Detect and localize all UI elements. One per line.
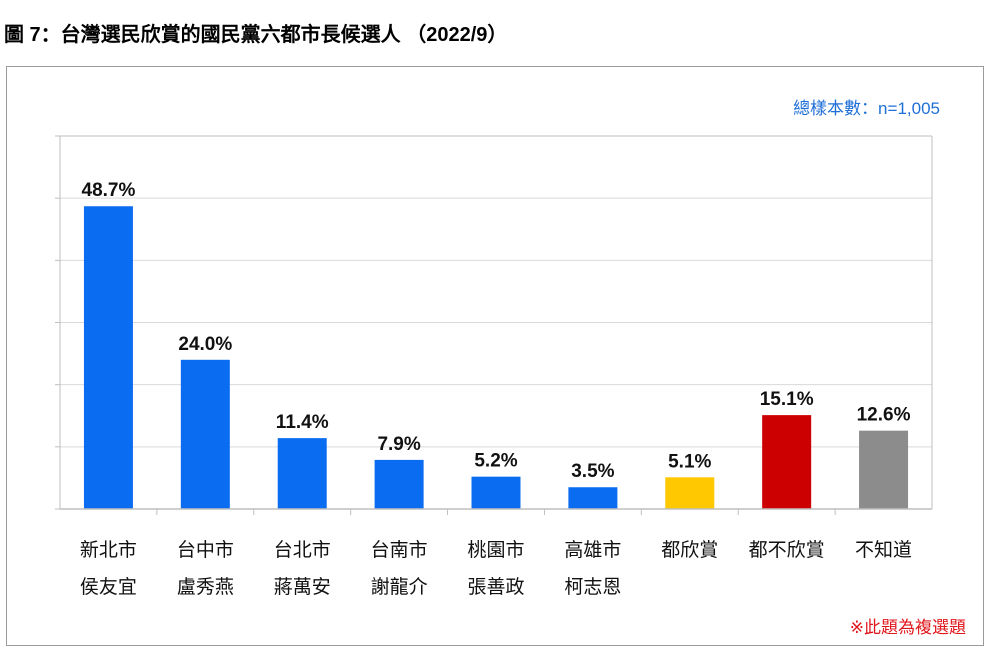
category-label-2-line-2: 盧秀燕 bbox=[177, 576, 234, 598]
sample-size-note: 總樣本數：n=1,005 bbox=[793, 99, 940, 118]
category-label-1-line-1: 新北市 bbox=[80, 539, 137, 561]
category-label-7-line-1: 都欣賞 bbox=[661, 539, 718, 561]
bar-9 bbox=[859, 430, 909, 509]
chart-frame bbox=[6, 66, 984, 646]
category-label-5-line-2: 張善政 bbox=[467, 576, 524, 598]
data-label-2: 24.0% bbox=[178, 334, 232, 355]
data-label-6: 3.5% bbox=[571, 461, 614, 482]
category-label-3-line-2: 蔣萬安 bbox=[274, 576, 331, 598]
bar-3 bbox=[277, 438, 327, 509]
data-label-1: 48.7% bbox=[82, 180, 136, 201]
data-label-9: 12.6% bbox=[857, 405, 911, 426]
data-label-4: 7.9% bbox=[377, 434, 420, 455]
category-label-6-line-2: 柯志恩 bbox=[564, 576, 621, 598]
category-label-4-line-1: 台南市 bbox=[371, 539, 428, 561]
bar-7 bbox=[665, 477, 715, 509]
bar-6 bbox=[568, 487, 618, 509]
data-label-5: 5.2% bbox=[474, 451, 517, 472]
bar-2 bbox=[180, 359, 230, 509]
bar-8 bbox=[762, 415, 812, 509]
bar-5 bbox=[471, 476, 521, 509]
multiple-choice-footnote: ※此題為複選題 bbox=[849, 618, 966, 637]
data-label-8: 15.1% bbox=[760, 389, 814, 410]
data-label-3: 11.4% bbox=[276, 412, 329, 433]
category-label-5-line-1: 桃園市 bbox=[467, 539, 524, 561]
category-label-6-line-1: 高雄市 bbox=[564, 539, 621, 561]
figure-title: 圖 7：台灣選民欣賞的國民黨六都市長候選人 （2022/9） bbox=[4, 24, 508, 46]
category-label-3-line-1: 台北市 bbox=[274, 539, 331, 561]
bar-1 bbox=[83, 206, 133, 509]
category-label-9-line-1: 不知道 bbox=[855, 539, 912, 561]
category-label-2-line-1: 台中市 bbox=[177, 539, 234, 561]
category-label-1-line-2: 侯友宜 bbox=[80, 576, 137, 598]
category-label-4-line-2: 謝龍介 bbox=[371, 576, 428, 598]
category-label-8-line-1: 都不欣賞 bbox=[749, 539, 825, 561]
bar-4 bbox=[374, 459, 424, 509]
data-label-7: 5.1% bbox=[668, 451, 711, 472]
